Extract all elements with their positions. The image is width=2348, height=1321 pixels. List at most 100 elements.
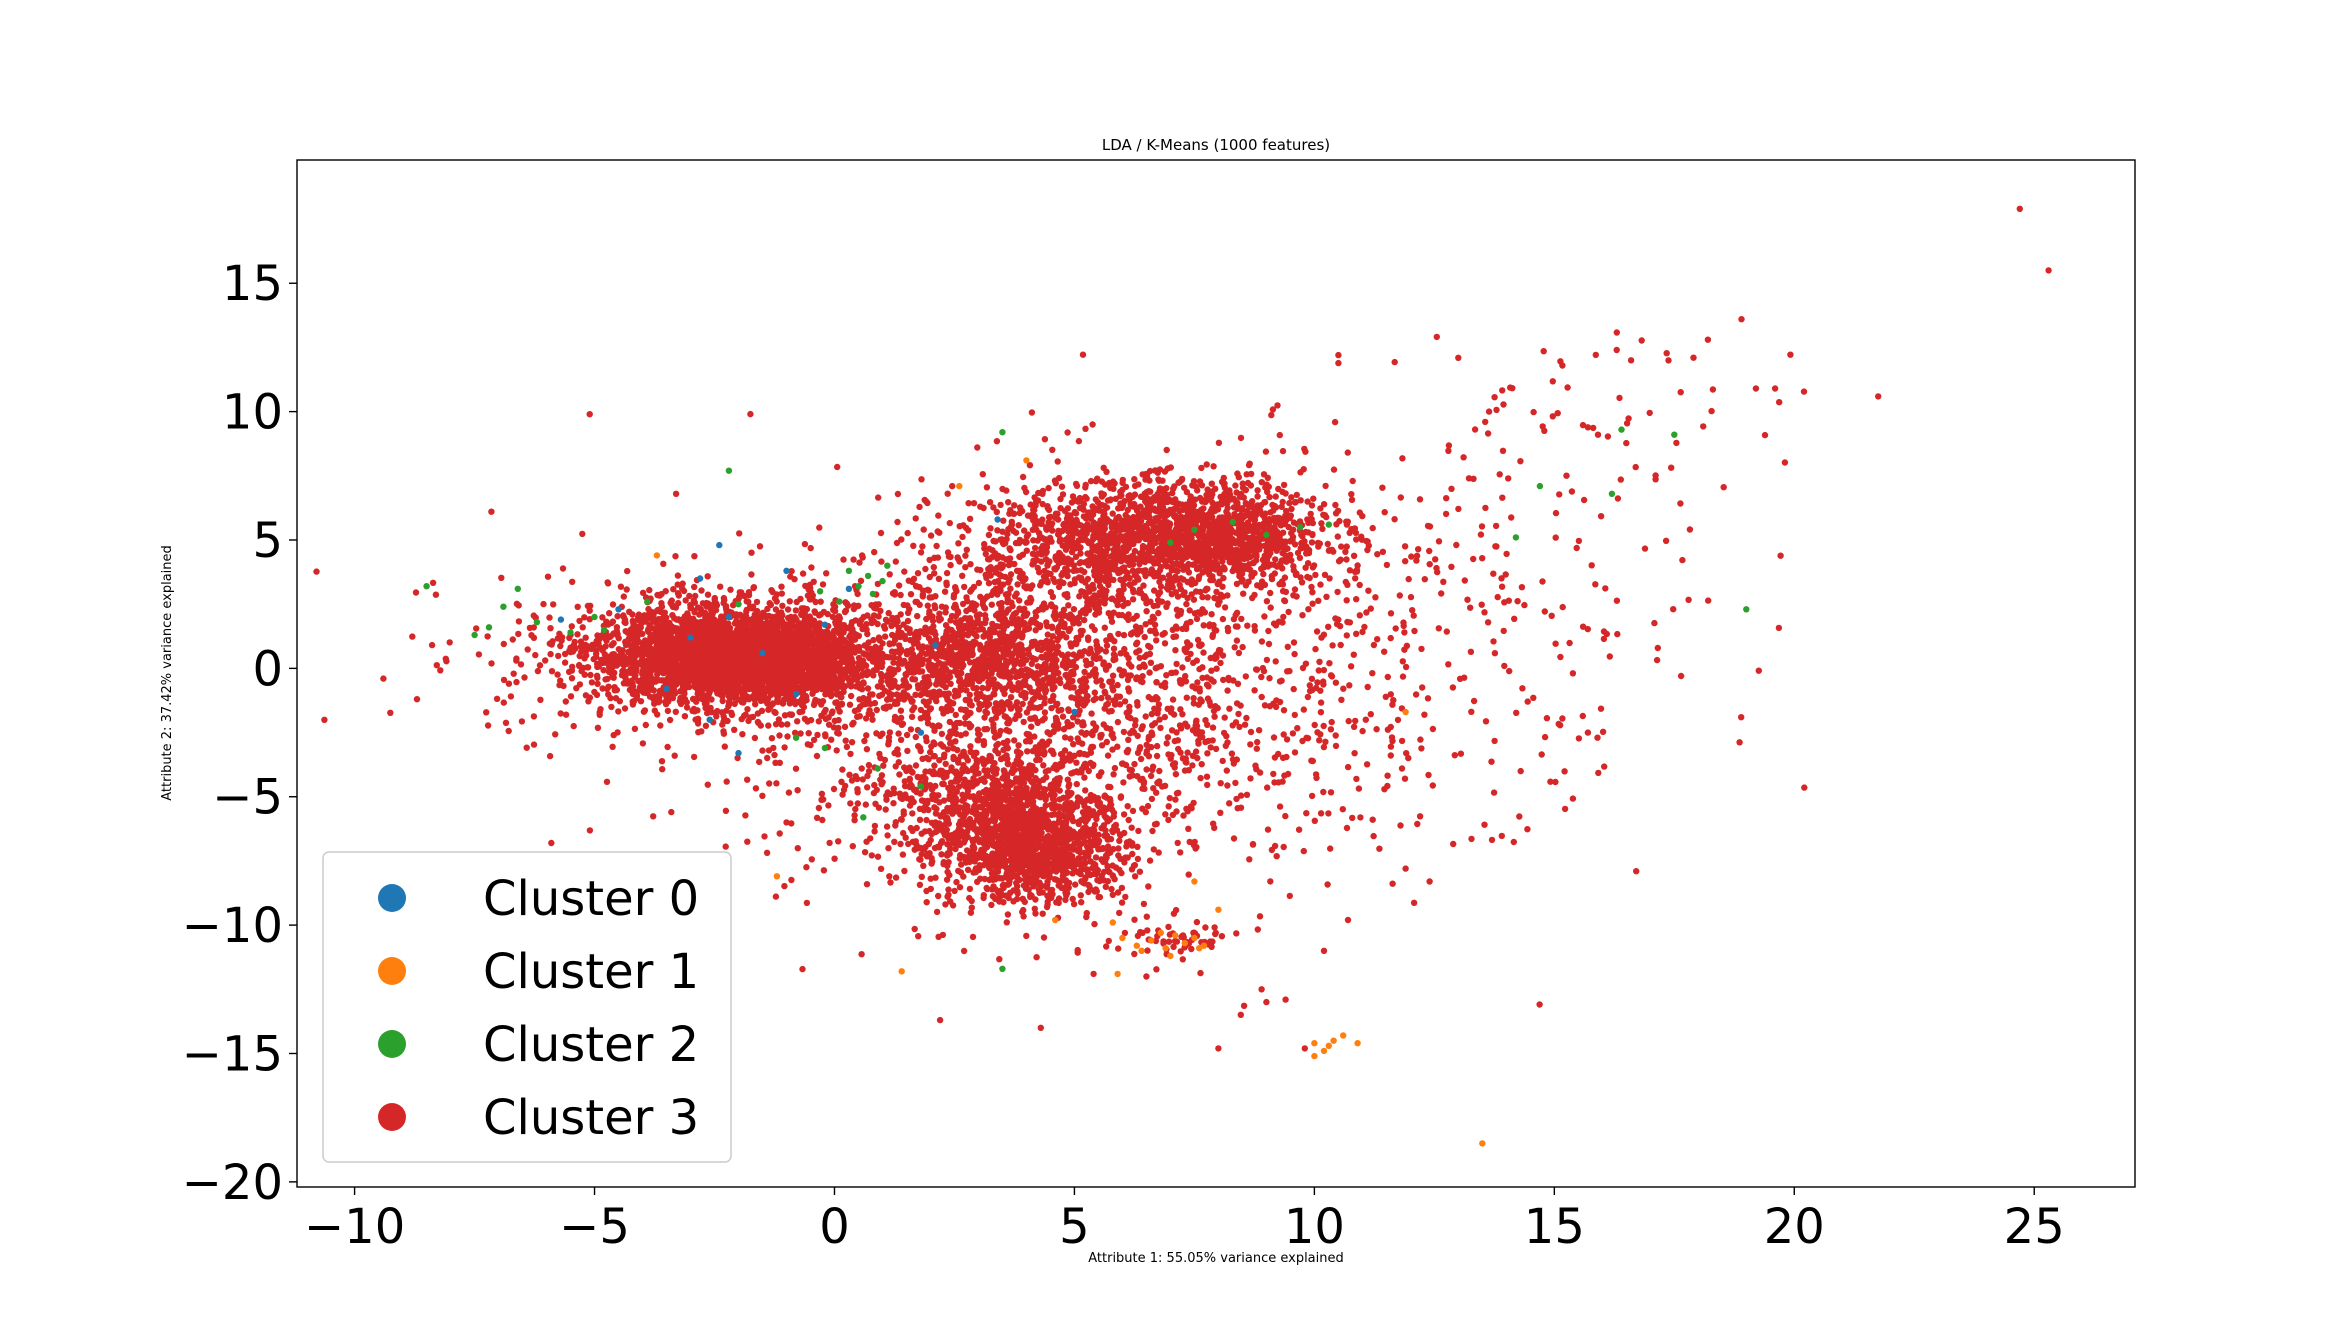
cluster-3-point xyxy=(638,619,645,627)
cluster-3-point xyxy=(1163,446,1170,454)
cluster-3-point xyxy=(510,670,517,677)
cluster-3-point xyxy=(785,682,792,689)
cluster-3-point xyxy=(1322,482,1329,490)
cluster-3-point xyxy=(611,687,618,694)
cluster-3-point xyxy=(619,668,626,675)
cluster-3-point xyxy=(735,624,742,631)
cluster-3-point xyxy=(617,583,625,590)
cluster-3-point xyxy=(883,653,890,661)
cluster-3-point xyxy=(634,614,642,621)
cluster-3-point xyxy=(722,603,730,610)
cluster-3-point xyxy=(648,685,655,692)
cluster-3-point xyxy=(772,647,779,655)
cluster-3-point xyxy=(881,633,889,640)
cluster-3-point xyxy=(546,614,553,621)
cluster-3-point xyxy=(1343,556,1350,563)
cluster-3-point xyxy=(428,641,436,649)
cluster-3-point xyxy=(715,631,722,638)
cluster-3-point xyxy=(769,685,776,692)
cluster-3-point xyxy=(648,655,655,662)
cluster-3-point xyxy=(576,652,583,660)
cluster-3-point xyxy=(714,642,721,649)
cluster-3-point xyxy=(794,650,801,657)
cluster-3-point xyxy=(1338,543,1345,550)
cluster-3-point xyxy=(792,607,800,614)
cluster-3-point xyxy=(761,621,768,629)
cluster-3-point xyxy=(1324,540,1332,548)
cluster-3-point xyxy=(628,681,635,688)
cluster-3-point xyxy=(615,708,622,715)
cluster-3-point xyxy=(606,610,613,617)
cluster-3-point xyxy=(601,659,609,666)
cluster-3-point xyxy=(530,612,537,619)
cluster-3-point xyxy=(743,635,750,643)
cluster-3-point xyxy=(680,688,688,695)
cluster-3-point xyxy=(624,567,631,575)
cluster-3-point xyxy=(779,602,786,609)
cluster-3-point xyxy=(442,655,449,662)
cluster-3-point xyxy=(591,642,598,649)
cluster-3-point xyxy=(1348,496,1356,503)
cluster-3-point xyxy=(824,628,831,636)
cluster-3-point xyxy=(557,710,564,717)
cluster-3-point xyxy=(782,633,789,640)
cluster-3-point xyxy=(733,682,740,689)
cluster-3-point xyxy=(1177,575,1185,582)
cluster-3-point xyxy=(660,617,668,624)
cluster-3-point xyxy=(779,700,787,707)
cluster-3-point xyxy=(515,630,522,638)
cluster-3-point xyxy=(603,685,611,693)
cluster-3-point xyxy=(752,701,759,708)
cluster-3-point xyxy=(751,680,759,687)
cluster-3-point xyxy=(765,722,772,729)
cluster-3-point xyxy=(621,705,629,712)
cluster-3-point xyxy=(763,660,770,668)
cluster-3-point xyxy=(651,700,658,707)
cluster-3-point xyxy=(704,573,711,580)
cluster-3-point xyxy=(1391,516,1398,523)
cluster-3-point xyxy=(779,684,786,691)
cluster-3-point xyxy=(841,683,849,690)
cluster-3-point xyxy=(673,681,680,688)
cluster-3-point xyxy=(1356,509,1364,516)
cluster-3-point xyxy=(678,585,686,592)
cluster-3-point xyxy=(502,719,510,726)
cluster-3-point xyxy=(1350,552,1358,559)
cluster-3-point xyxy=(747,644,754,651)
cluster-3-point xyxy=(596,636,603,643)
cluster-3-point xyxy=(776,677,783,684)
cluster-3-point xyxy=(664,707,672,715)
cluster-3-point xyxy=(629,701,637,708)
cluster-3-point xyxy=(530,713,538,720)
cluster-3-point xyxy=(632,623,640,630)
cluster-3-point xyxy=(662,588,669,595)
cluster-3-point xyxy=(668,689,675,697)
cluster-3-point xyxy=(569,578,576,585)
cluster-3-point xyxy=(744,706,751,713)
cluster-3-point xyxy=(513,678,520,686)
cluster-3-point xyxy=(660,560,667,567)
cluster-3-point xyxy=(554,671,561,678)
cluster-3-point xyxy=(664,743,671,751)
cluster-3-point xyxy=(662,644,669,651)
cluster-3-point xyxy=(484,633,491,640)
cluster-3-point xyxy=(707,656,714,663)
cluster-3-point xyxy=(631,725,639,732)
cluster-3-point xyxy=(767,601,775,609)
cluster-3-point xyxy=(1174,568,1181,575)
cluster-3-point xyxy=(749,628,756,635)
cluster-3-point xyxy=(579,624,586,631)
cluster-3-point xyxy=(554,635,562,642)
cluster-3-point xyxy=(582,641,589,648)
cluster-3-point xyxy=(719,697,726,705)
cluster-3-point xyxy=(536,662,544,669)
cluster-3-point xyxy=(537,696,544,703)
cluster-3-point xyxy=(1343,543,1350,550)
cluster-3-point xyxy=(799,570,807,577)
cluster-3-point xyxy=(1286,499,1293,507)
cluster-3-point xyxy=(740,642,747,649)
cluster-3-point xyxy=(1296,554,1304,561)
cluster-3-point xyxy=(547,625,554,632)
cluster-3-point xyxy=(654,711,661,718)
cluster-3-point xyxy=(723,683,731,690)
